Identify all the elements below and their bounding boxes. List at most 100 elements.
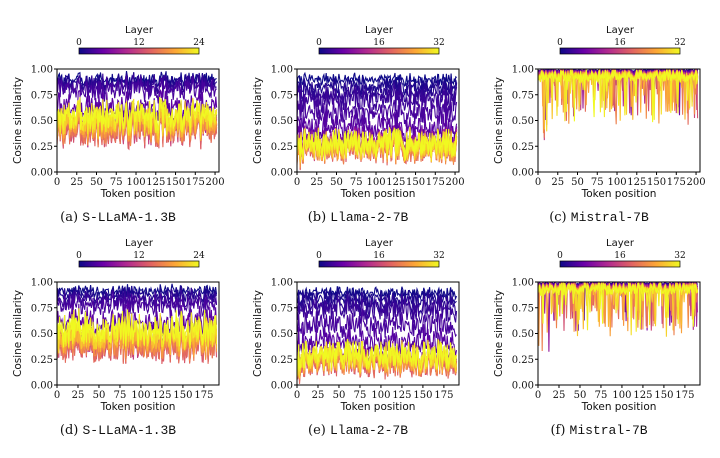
series-layer-0: [297, 71, 457, 87]
x-tick-label: 150: [413, 390, 432, 401]
y-tick-label: 0.00: [271, 168, 293, 179]
series-lines: [57, 71, 218, 151]
series-layer-3: [297, 82, 458, 114]
x-tick-label: 125: [627, 177, 646, 188]
x-tick-label: 175: [667, 177, 686, 188]
y-tick-label: 0.25: [271, 142, 293, 153]
series-lines: [297, 71, 458, 171]
x-tick-label: 25: [312, 390, 325, 401]
caption-model: S-LLaMA-1.3B: [82, 210, 176, 225]
series-layer-32: [297, 126, 458, 161]
y-tick-label: 0.75: [271, 90, 293, 101]
caption-label: (c): [549, 210, 571, 225]
colorbar-tick: 32: [674, 38, 685, 48]
caption-label: (f): [550, 423, 569, 438]
caption-model: Mistral-7B: [570, 423, 648, 438]
series-lines: [538, 282, 699, 352]
colorbar-label: Layer: [606, 238, 635, 249]
caption-model: Llama-2-7B: [330, 423, 408, 438]
x-tick-label: 25: [310, 177, 323, 188]
y-axis-label: Cosine similarity: [493, 290, 505, 377]
x-tick-label: 75: [110, 177, 123, 188]
series-layer-32: [538, 282, 698, 327]
series-lines: [297, 286, 458, 384]
x-tick-label: 125: [392, 390, 411, 401]
y-tick-label: 0.75: [31, 90, 53, 101]
y-tick-label: 0.00: [31, 381, 53, 392]
x-tick-label: 150: [166, 177, 185, 188]
y-tick-label: 0.25: [271, 355, 293, 366]
series-layer-0: [297, 286, 458, 301]
series-layer-2: [297, 79, 458, 106]
x-tick-label: 175: [426, 177, 445, 188]
y-axis-label: Cosine similarity: [252, 77, 264, 164]
subfigure-caption: (c) Mistral-7B: [549, 210, 649, 225]
y-tick-label: 1.00: [31, 65, 53, 76]
x-tick-label: 125: [633, 390, 652, 401]
colorbar-tick: 0: [557, 38, 563, 48]
x-tick-label: 0: [294, 390, 300, 401]
x-tick-label: 25: [553, 390, 566, 401]
series-layer-5: [297, 111, 458, 144]
colorbar-tick: 0: [557, 251, 563, 261]
y-axis-label: Cosine similarity: [493, 77, 505, 164]
chart-d: Layer 0 12 24 0.00 0.25 0.50 0.75 1.00 0 25 50 75 100…: [12, 238, 220, 438]
y-tick-label: 0.75: [271, 303, 293, 314]
x-tick-label: 75: [350, 177, 363, 188]
x-axis-label: Token position: [340, 401, 416, 413]
y-tick-label: 0.50: [512, 329, 534, 340]
x-tick-label: 150: [173, 390, 192, 401]
y-tick-label: 1.00: [512, 65, 534, 76]
series-layer-1: [297, 76, 458, 96]
y-tick-label: 1.00: [271, 65, 293, 76]
x-tick-label: 50: [90, 177, 103, 188]
x-tick-label: 0: [294, 177, 300, 188]
x-tick-label: 125: [152, 390, 171, 401]
series-lines: [538, 69, 699, 141]
series-layer-3: [297, 294, 458, 325]
caption-label: (d): [60, 423, 83, 438]
colorbar-tick: 16: [373, 251, 385, 261]
y-tick-label: 0.50: [271, 116, 293, 127]
x-tick-label: 125: [386, 177, 405, 188]
y-tick-label: 0.00: [31, 168, 53, 179]
chart-e: Layer 0 16 32 0.00 0.25 0.50 0.75 1.00 0 25 50 75 100…: [252, 238, 460, 438]
colorbar-tick: 0: [316, 251, 322, 261]
colorbar-tick: 12: [133, 251, 144, 261]
colorbar-tick: 16: [614, 38, 626, 48]
chart-b: Layer 0 16 32 0.00 0.25 0.50 0.75 1.00 0 25 50 75 100…: [252, 25, 465, 225]
series-layer-3: [57, 75, 217, 104]
subfigure-caption: (f) Mistral-7B: [550, 423, 647, 438]
x-tick-label: 75: [114, 390, 127, 401]
chart-c: Layer 0 16 32 0.00 0.25 0.50 0.75 1.00 0 25 50 75 100…: [493, 25, 706, 225]
y-tick-label: 0.50: [512, 116, 534, 127]
y-tick-label: 0.75: [512, 90, 534, 101]
colorbar: [318, 260, 440, 268]
x-tick-label: 150: [654, 390, 673, 401]
colorbar-tick: 24: [193, 251, 205, 261]
y-axis-label: Cosine similarity: [252, 290, 264, 377]
y-tick-label: 0.75: [31, 303, 53, 314]
x-tick-label: 175: [194, 390, 213, 401]
x-tick-label: 25: [70, 177, 83, 188]
caption-model: S-LLaMA-1.3B: [82, 423, 176, 438]
x-tick-label: 100: [131, 390, 150, 401]
subfigure-caption: (a) S-LLaMA-1.3B: [60, 210, 176, 225]
series-layer-4: [297, 308, 457, 339]
series-layer-3: [57, 291, 218, 319]
colorbar-tick: 16: [373, 38, 385, 48]
x-tick-label: 0: [535, 177, 541, 188]
series-layer-5: [297, 324, 458, 357]
x-tick-label: 75: [591, 177, 604, 188]
colorbar: [78, 260, 200, 268]
colorbar: [318, 47, 440, 55]
colorbar-label: Layer: [606, 25, 635, 36]
colorbar-tick: 0: [316, 38, 322, 48]
x-tick-label: 150: [406, 177, 425, 188]
series-layer-1: [57, 285, 218, 304]
series-layer-0: [57, 283, 218, 298]
x-tick-label: 100: [612, 390, 631, 401]
series-layer-32: [538, 69, 699, 123]
colorbar: [78, 47, 200, 55]
colorbar-label: Layer: [365, 238, 394, 249]
